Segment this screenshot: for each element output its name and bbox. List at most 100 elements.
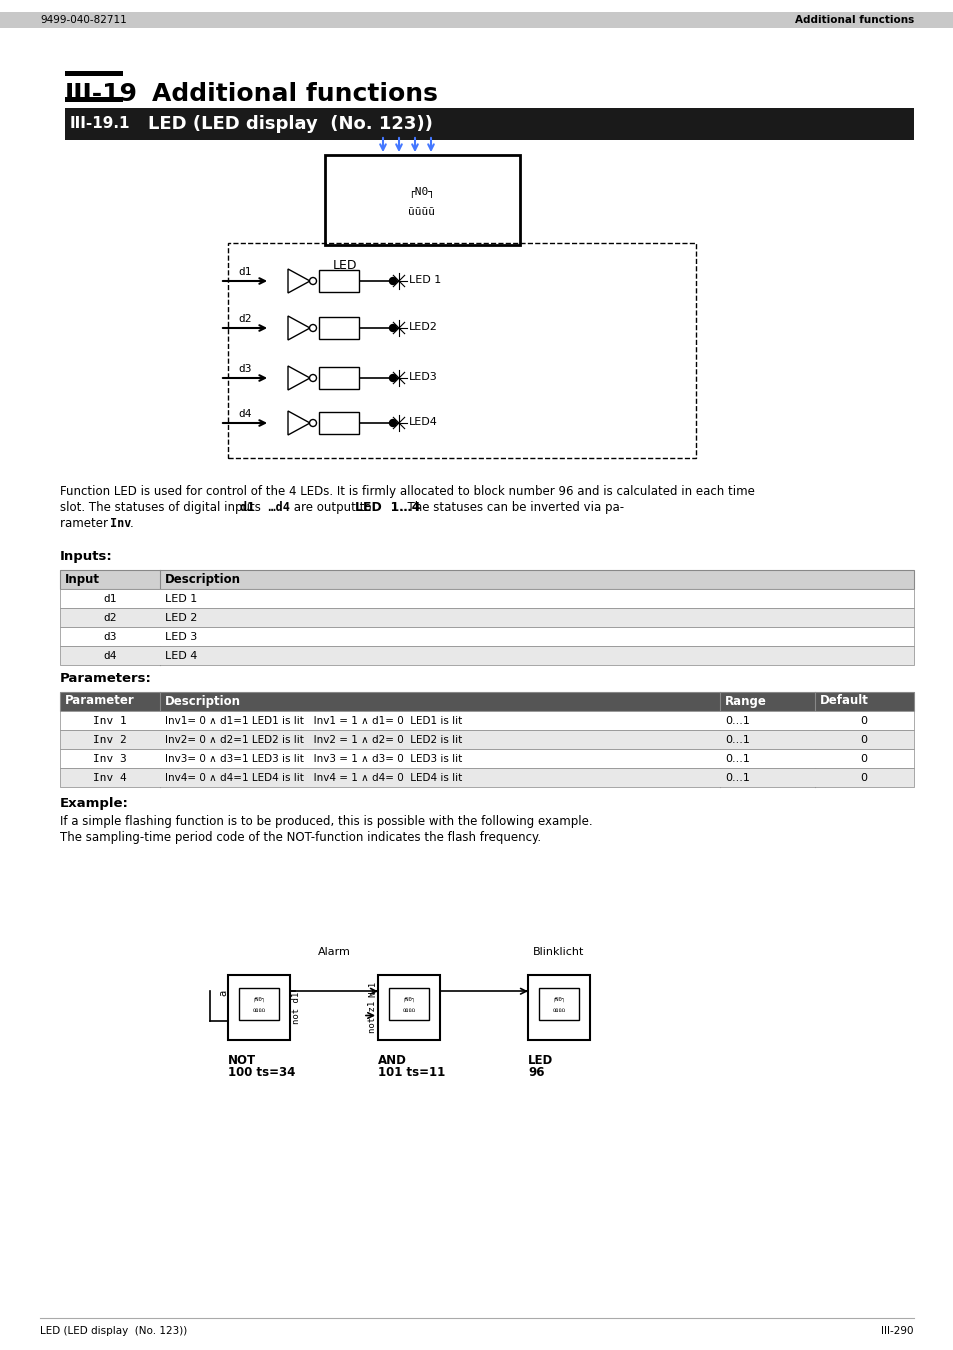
Text: . The statuses can be inverted via pa-: . The statuses can be inverted via pa- — [399, 501, 623, 514]
Text: Input: Input — [65, 572, 100, 586]
Text: LED: LED — [333, 259, 357, 271]
Text: ũũũũ: ũũũũ — [253, 1008, 265, 1012]
Text: AND: AND — [377, 1054, 406, 1067]
Text: LED 1: LED 1 — [165, 594, 197, 603]
Text: ┌N0┐: ┌N0┐ — [552, 996, 565, 1002]
Text: Inputs:: Inputs: — [60, 549, 112, 563]
Polygon shape — [288, 410, 310, 435]
Bar — [538, 988, 578, 1021]
Text: not d1: not d1 — [293, 991, 301, 1023]
Text: Blinklicht: Blinklicht — [533, 946, 584, 957]
Bar — [0, 12, 953, 28]
Text: Inv3: Inv3 — [327, 373, 351, 382]
Text: Inv 2: Inv 2 — [93, 734, 127, 745]
Bar — [65, 108, 913, 140]
Text: d3: d3 — [103, 632, 116, 643]
Circle shape — [309, 278, 316, 285]
Text: 0: 0 — [860, 755, 866, 764]
Circle shape — [309, 374, 316, 382]
Text: 0...1: 0...1 — [724, 774, 749, 783]
Bar — [65, 72, 123, 76]
Text: d4: d4 — [237, 409, 252, 418]
Text: Inv4= 0 ∧ d4=1 LED4 is lit   Inv4 = 1 ∧ d4= 0  LED4 is lit: Inv4= 0 ∧ d4=1 LED4 is lit Inv4 = 1 ∧ d4… — [165, 774, 462, 783]
Text: Parameters:: Parameters: — [60, 672, 152, 684]
Bar — [228, 975, 290, 1040]
Circle shape — [389, 420, 396, 427]
Bar — [60, 647, 913, 666]
Bar — [377, 975, 439, 1040]
Text: III-290: III-290 — [881, 1326, 913, 1336]
Circle shape — [309, 324, 316, 332]
Bar — [60, 730, 913, 749]
Bar — [318, 412, 358, 433]
Text: ũũũũ: ũũũũ — [408, 207, 435, 217]
Text: LED3: LED3 — [409, 373, 437, 382]
Text: Inv: Inv — [110, 517, 132, 531]
Text: LED 4: LED 4 — [165, 651, 197, 661]
Text: are output to: are output to — [290, 501, 375, 514]
Circle shape — [389, 374, 396, 382]
Bar — [389, 988, 429, 1021]
Text: LED 2: LED 2 — [165, 613, 197, 622]
Text: Inv 4: Inv 4 — [93, 774, 127, 783]
Text: Inv1: Inv1 — [327, 275, 351, 285]
Text: ũũũũ: ũũũũ — [402, 1008, 416, 1012]
Text: Additional functions: Additional functions — [794, 15, 913, 26]
Text: d4: d4 — [103, 651, 116, 661]
Text: LED4: LED4 — [409, 417, 437, 427]
Text: 0: 0 — [860, 734, 866, 745]
Text: ┌N0┐: ┌N0┐ — [402, 996, 416, 1002]
Text: 96: 96 — [527, 1066, 544, 1079]
Text: d2: d2 — [237, 315, 252, 324]
Bar — [60, 589, 913, 608]
Text: 9499-040-82711: 9499-040-82711 — [40, 15, 127, 26]
Text: 0...1: 0...1 — [724, 734, 749, 745]
Circle shape — [309, 420, 316, 427]
Text: Inv3= 0 ∧ d3=1 LED3 is lit   Inv3 = 1 ∧ d3= 0  LED3 is lit: Inv3= 0 ∧ d3=1 LED3 is lit Inv3 = 1 ∧ d3… — [165, 755, 462, 764]
Bar — [60, 626, 913, 647]
Text: ũũũũ: ũũũũ — [552, 1008, 565, 1012]
Text: Inv 1: Inv 1 — [93, 716, 127, 726]
Text: Function LED is used for control of the 4 LEDs. It is firmly allocated to block : Function LED is used for control of the … — [60, 485, 754, 498]
Text: LED 1: LED 1 — [409, 275, 441, 285]
Bar — [318, 367, 358, 389]
Text: 0: 0 — [860, 774, 866, 783]
Text: .: . — [130, 517, 133, 531]
Text: not z1: not z1 — [368, 1002, 377, 1033]
Text: Inv2= 0 ∧ d2=1 LED2 is lit   Inv2 = 1 ∧ d2= 0  LED2 is lit: Inv2= 0 ∧ d2=1 LED2 is lit Inv2 = 1 ∧ d2… — [165, 734, 462, 745]
Bar — [60, 608, 913, 626]
Text: d3: d3 — [237, 364, 252, 374]
Text: LED2: LED2 — [409, 323, 437, 332]
Text: III-19: III-19 — [65, 82, 138, 107]
Text: d2: d2 — [103, 613, 116, 622]
Polygon shape — [288, 316, 310, 340]
Text: Parameter: Parameter — [65, 694, 134, 707]
Bar — [65, 97, 123, 103]
Text: LED 3: LED 3 — [165, 632, 197, 643]
Polygon shape — [288, 269, 310, 293]
Text: 0...1: 0...1 — [724, 716, 749, 726]
Text: Example:: Example: — [60, 796, 129, 810]
Bar — [527, 975, 589, 1040]
Text: slot. The statuses of digital inputs: slot. The statuses of digital inputs — [60, 501, 264, 514]
Text: rameter: rameter — [60, 517, 115, 531]
Circle shape — [389, 324, 396, 332]
Text: LED (LED display  (No. 123)): LED (LED display (No. 123)) — [40, 1326, 187, 1336]
Text: 100 ts=34: 100 ts=34 — [228, 1066, 295, 1079]
Bar — [60, 693, 913, 711]
Bar — [228, 243, 696, 458]
Text: LED  1…4: LED 1…4 — [355, 501, 420, 514]
Text: a: a — [218, 990, 228, 996]
Text: d1: d1 — [237, 267, 252, 277]
Bar — [60, 749, 913, 768]
Text: Inv1= 0 ∧ d1=1 LED1 is lit   Inv1 = 1 ∧ d1= 0  LED1 is lit: Inv1= 0 ∧ d1=1 LED1 is lit Inv1 = 1 ∧ d1… — [165, 716, 462, 726]
Text: Description: Description — [165, 572, 241, 586]
Text: 0: 0 — [860, 716, 866, 726]
Text: d1  …d4: d1 …d4 — [240, 501, 290, 514]
Text: The sampling-time period code of the NOT-function indicates the flash frequency.: The sampling-time period code of the NOT… — [60, 832, 540, 844]
Text: Additional functions: Additional functions — [152, 82, 437, 107]
Text: If a simple flashing function is to be produced, this is possible with the follo: If a simple flashing function is to be p… — [60, 815, 592, 828]
Text: Inv2: Inv2 — [327, 323, 351, 332]
Bar — [60, 768, 913, 787]
Text: Inv4: Inv4 — [327, 417, 351, 427]
